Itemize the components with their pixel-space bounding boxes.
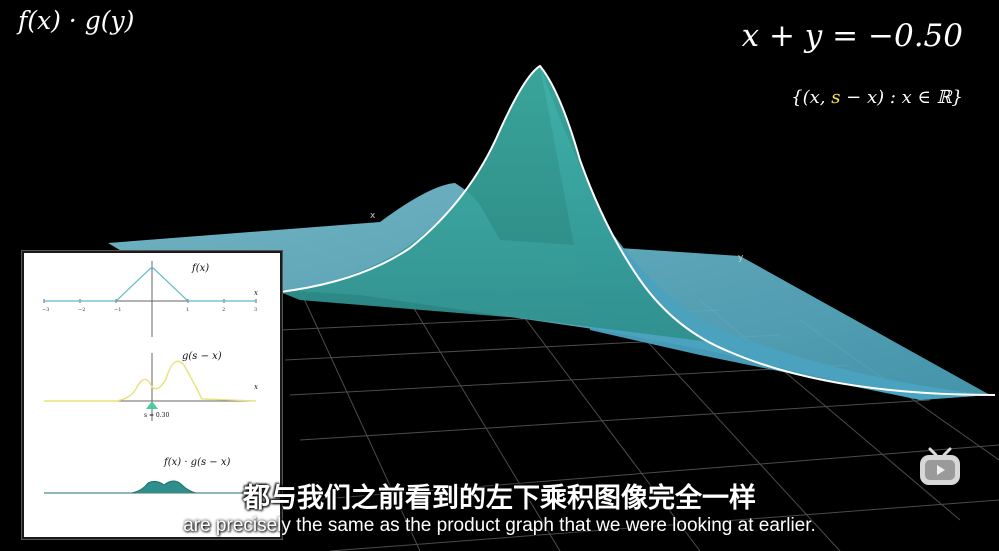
slice-curve [279, 64, 996, 396]
set-prefix: {(x, [791, 87, 832, 108]
tick-3: 3 [254, 307, 257, 313]
s-marker-label: s = 0.30 [144, 412, 169, 419]
slice-region [280, 66, 710, 342]
inset-plots-panel: −3 −2 −1 1 2 3 f(x) x g(s − x) x s = 0.3… [22, 251, 282, 539]
axis-var-2: x [254, 383, 258, 391]
g-curve [44, 360, 257, 402]
set-suffix: − x) : x ∈ ℝ} [840, 87, 963, 108]
g-label: g(s − x) [182, 351, 222, 362]
product-label: f(x) · g(s − x) [163, 457, 230, 468]
subtitle-english: are precisely the same as the product gr… [183, 515, 816, 536]
tick-2: 2 [222, 307, 225, 313]
tick-neg3: −3 [42, 307, 49, 313]
s-marker-icon [146, 401, 158, 409]
product-curve [44, 480, 256, 494]
svg-text:x: x [370, 211, 376, 221]
plane-equation: x + y = −0.50 [741, 18, 963, 54]
tick-neg2: −2 [78, 307, 85, 313]
set-notation: {(x, s − x) : x ∈ ℝ} [791, 87, 963, 108]
title-formula: f(x) · g(y) [18, 6, 135, 35]
tick-neg1: −1 [114, 307, 121, 313]
f-triangle-curve [44, 266, 256, 302]
svg-text:y: y [738, 253, 744, 263]
tick-1: 1 [186, 307, 189, 313]
f-label: f(x) [191, 263, 209, 274]
subtitle-chinese: 都与我们之前看到的左下乘积图像完全一样 [243, 483, 756, 514]
axis-var-1: x [254, 289, 258, 297]
set-s-variable: s [831, 87, 841, 108]
bilibili-tv-icon[interactable] [916, 443, 964, 491]
